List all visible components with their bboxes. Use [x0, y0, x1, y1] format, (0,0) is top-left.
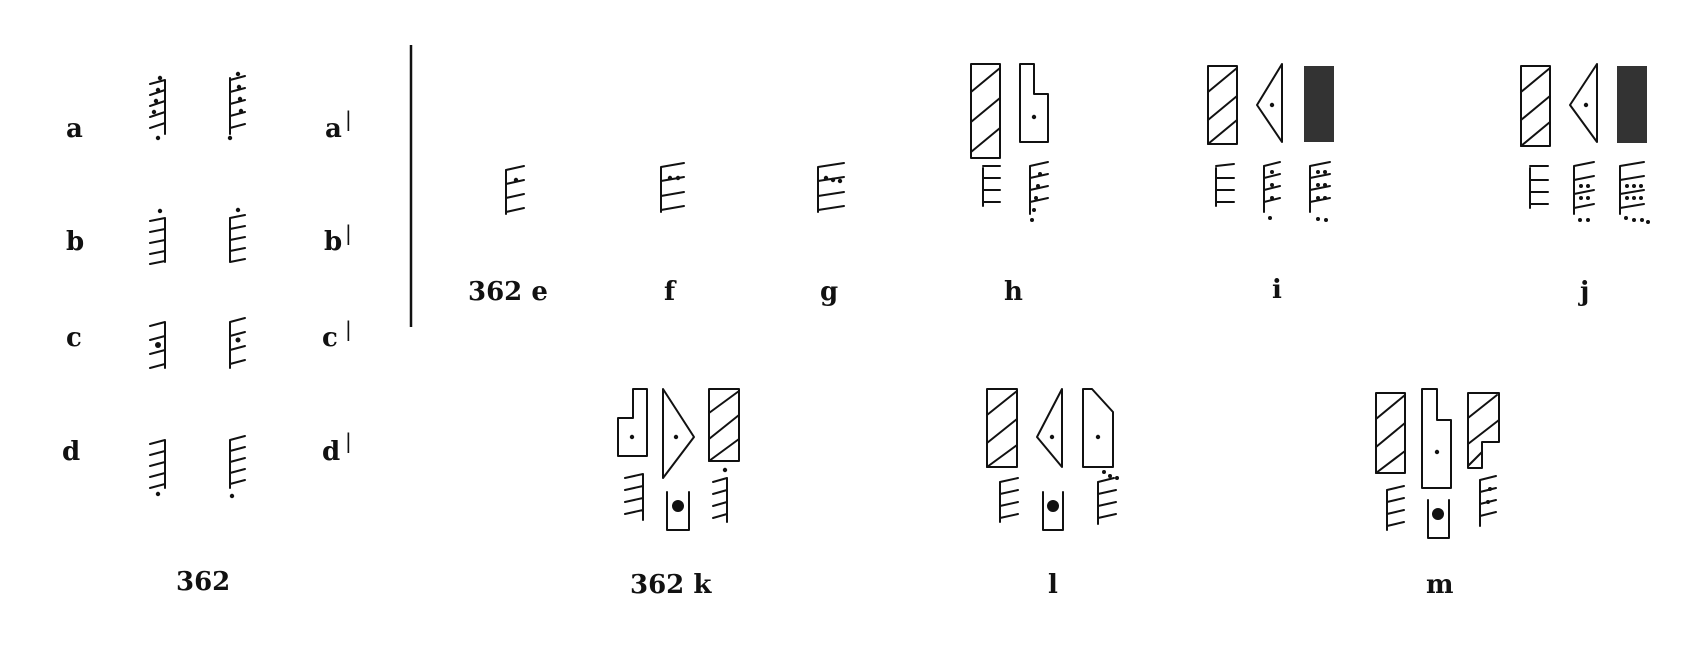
- row-label-c: c: [66, 323, 82, 353]
- dotted-stroke-glyph: [1573, 161, 1595, 222]
- stroke-glyph: [1386, 485, 1405, 531]
- stroke-glyph: [1529, 165, 1549, 209]
- prime-mark-d: |: [345, 429, 352, 453]
- dotted-stroke-glyph: [1097, 470, 1119, 525]
- dotted-stroke-glyph: [1263, 161, 1281, 220]
- group-l: [986, 388, 1119, 531]
- notched-bar: [617, 388, 648, 457]
- group-k: [617, 388, 740, 531]
- prime-mark-b: |: [345, 221, 352, 245]
- row-label-c-prime: c: [322, 323, 338, 353]
- prime-mark-c: |: [345, 317, 352, 341]
- row-label-a: a: [66, 114, 83, 144]
- glyph-f: [660, 162, 685, 213]
- caption-i: i: [1272, 275, 1282, 305]
- glyph-a: [149, 75, 166, 141]
- prime-mark-a: |: [345, 107, 352, 131]
- hatched-bar: [1520, 65, 1551, 147]
- group-m: [1375, 388, 1500, 539]
- glyph-a-prime: [227, 71, 246, 141]
- dark-bar: [1617, 66, 1647, 143]
- notched-hatched-bar: [1467, 392, 1500, 469]
- frame-glyph: [1042, 491, 1064, 531]
- caption-f: f: [664, 277, 677, 307]
- glyph-d-prime: [229, 435, 246, 499]
- glyph-c-prime: [229, 317, 246, 369]
- group-j: [1520, 63, 1650, 224]
- triangle-glyph: [662, 388, 695, 479]
- triangle-glyph: [1256, 63, 1283, 143]
- caption-l: l: [1048, 570, 1058, 600]
- row-label-a-prime: a: [325, 114, 342, 144]
- triangle-glyph: [1036, 388, 1063, 468]
- notched-bar: [1019, 63, 1049, 143]
- hatched-bar: [708, 388, 740, 462]
- caption-362e: 362 e: [468, 277, 548, 307]
- frame-glyph: [1427, 499, 1450, 539]
- hatched-bar: [970, 63, 1001, 159]
- stroke-glyph: [1215, 163, 1235, 207]
- hatched-bar: [1207, 65, 1238, 145]
- hatched-bar: [986, 388, 1018, 468]
- row-label-b: b: [66, 227, 84, 257]
- dotted-stroke-glyph: [1309, 161, 1331, 222]
- group-i: [1207, 63, 1334, 222]
- dotted-stroke-glyph: [1479, 475, 1497, 527]
- dark-bar: [1304, 66, 1334, 142]
- glyph-b: [149, 208, 166, 265]
- dotted-stroke-glyph: [1029, 161, 1049, 222]
- triangle-glyph: [1569, 63, 1598, 143]
- caption-g: g: [820, 277, 838, 307]
- stroke-glyph: [712, 467, 728, 523]
- row-label-b-prime: b: [324, 227, 342, 257]
- caption-j: j: [1578, 277, 1589, 307]
- dotted-stroke-glyph: [1619, 161, 1650, 224]
- row-label-d-prime: d: [322, 437, 340, 467]
- glyph-d: [149, 439, 166, 497]
- caption-h: h: [1004, 277, 1023, 307]
- notched-bar: [1082, 388, 1114, 468]
- glyph-b-prime: [229, 207, 246, 263]
- caption-362k: 362 k: [630, 570, 712, 600]
- caption-m: m: [1426, 570, 1454, 600]
- caption-362: 362: [176, 567, 230, 597]
- row-label-d: d: [62, 437, 80, 467]
- frame-glyph: [666, 491, 690, 531]
- glyph-g: [817, 162, 845, 213]
- notched-bar: [1421, 388, 1452, 489]
- glyph-c: [149, 321, 166, 369]
- stroke-glyph: [624, 473, 644, 521]
- glyph-e: [505, 165, 525, 215]
- hatched-bar: [1375, 392, 1406, 474]
- group-h: [970, 63, 1049, 222]
- stroke-glyph: [982, 165, 1001, 207]
- stroke-glyph: [999, 477, 1019, 523]
